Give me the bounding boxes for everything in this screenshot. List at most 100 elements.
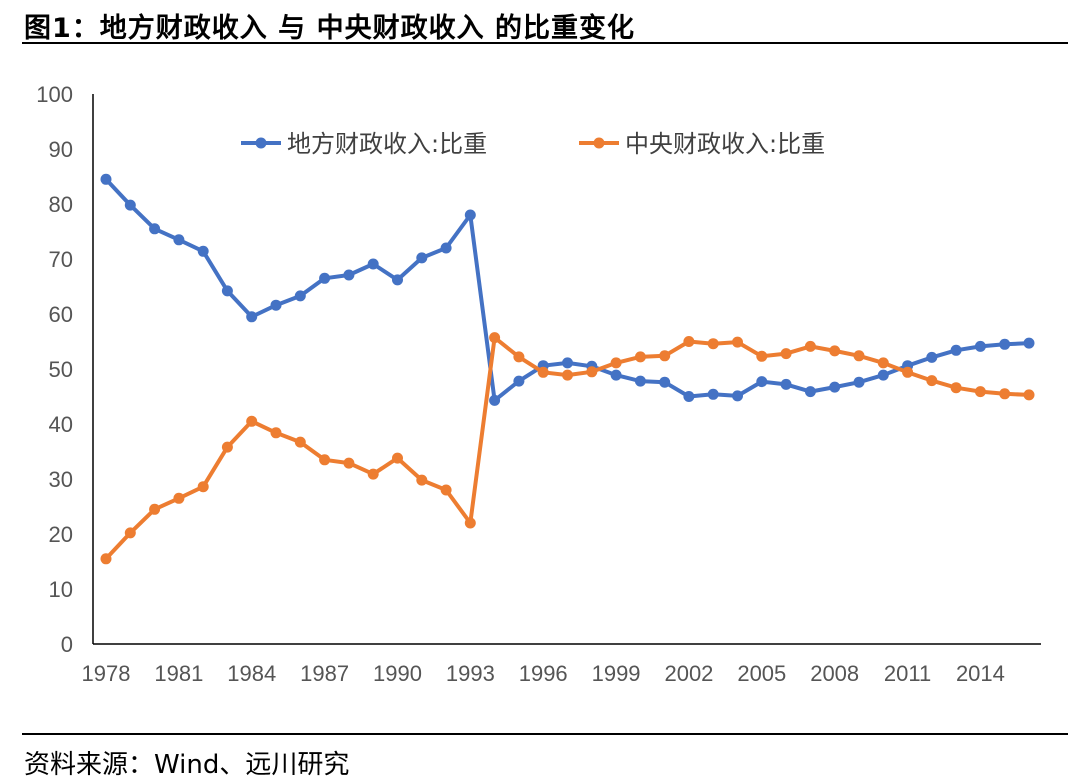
series-layer — [100, 173, 1035, 565]
series-1-point — [392, 452, 403, 464]
series-0-point — [343, 269, 355, 281]
series-0-point — [829, 381, 841, 393]
series-1-point — [877, 357, 889, 369]
legend-label-central: 中央财政收入:比重 — [625, 130, 825, 158]
footer-rule — [22, 733, 1068, 735]
x-tick-label: 1981 — [154, 661, 203, 686]
series-0-point — [974, 340, 986, 352]
series-0-point — [173, 234, 185, 246]
x-tick-label: 1978 — [82, 661, 131, 686]
series-0-point — [464, 209, 476, 221]
series-0-point — [319, 272, 331, 284]
series-1-point — [343, 457, 355, 469]
series-1-point — [149, 503, 161, 515]
series-0-point — [756, 376, 768, 388]
series-1-point — [100, 553, 112, 565]
series-0-point — [999, 338, 1011, 350]
y-tick-label: 80 — [49, 192, 73, 217]
series-0-point — [440, 242, 452, 254]
y-tick-label: 30 — [49, 467, 73, 492]
series-1-point — [902, 366, 914, 378]
series-0-point — [489, 394, 501, 406]
legend-item-local: 地方财政收入:比重 — [241, 130, 487, 158]
series-0-point — [270, 299, 282, 311]
x-tick-label: 1990 — [373, 661, 422, 686]
series-1-point — [926, 375, 938, 387]
series-0-point — [392, 274, 403, 286]
series-0-point — [926, 351, 938, 363]
x-tick-label: 2011 — [884, 661, 931, 686]
x-tick-label: 1984 — [227, 661, 276, 686]
series-1-point — [537, 366, 549, 378]
x-axis-ticks: 1978 1981 1984 1987 1990 1993 1996 1999 2002 2005… — [82, 661, 1005, 686]
y-tick-label: 50 — [49, 357, 73, 382]
series-0-point — [100, 173, 112, 185]
y-tick-label: 100 — [36, 82, 73, 107]
series-1-point — [659, 350, 671, 362]
series-1-point — [367, 468, 379, 480]
series-1-point — [853, 350, 865, 362]
series-1-point — [683, 336, 695, 347]
series-1-point — [513, 351, 525, 363]
series-1-point — [634, 351, 646, 363]
x-tick-label: 2014 — [956, 661, 1005, 686]
series-0-point — [707, 388, 719, 400]
series-1-point — [974, 386, 986, 398]
series-0-point — [804, 386, 816, 398]
series-0-point — [853, 376, 865, 388]
x-tick-label: 2002 — [664, 661, 713, 686]
y-tick-label: 20 — [49, 522, 73, 547]
series-0-point — [877, 369, 889, 381]
y-tick-label: 40 — [49, 412, 73, 437]
series-1-point — [173, 492, 185, 504]
series-0-point — [513, 375, 525, 387]
series-1-point — [464, 517, 476, 529]
series-1-point — [780, 348, 792, 360]
series-1-point — [319, 454, 331, 466]
title-underline — [22, 42, 1068, 44]
series-0-point — [610, 369, 622, 381]
series-1-point — [829, 345, 841, 357]
series-1-point — [586, 366, 598, 378]
x-tick-label: 1993 — [446, 661, 495, 686]
series-1-point — [756, 350, 768, 362]
series-1-point — [270, 427, 282, 439]
y-tick-label: 0 — [61, 632, 73, 657]
source-note: 资料来源：Wind、远川研究 — [24, 750, 350, 780]
series-1-point — [1023, 389, 1035, 401]
series-1-point — [804, 340, 816, 352]
series-1-point — [562, 369, 573, 381]
series-1-point — [999, 388, 1011, 400]
y-tick-label: 10 — [49, 577, 73, 602]
series-1-point — [440, 484, 452, 496]
series-0-point — [732, 390, 743, 402]
series-1-point — [197, 481, 209, 493]
figure-title: 图1：地方财政收入 与 中央财政收入 的比重变化 — [24, 13, 635, 44]
series-1-point — [221, 441, 233, 453]
series-1-point — [294, 436, 306, 448]
series-0-point — [149, 223, 161, 235]
legend-item-central: 中央财政收入:比重 — [579, 130, 825, 158]
series-0-point — [780, 378, 792, 390]
y-axis-ticks: 0 10 20 30 40 50 60 70 80 90 100 — [36, 82, 73, 657]
y-tick-label: 70 — [49, 247, 73, 272]
series-1-point — [610, 357, 622, 369]
y-tick-label: 60 — [49, 302, 73, 327]
series-0-point — [1023, 337, 1035, 349]
legend-marker-local — [255, 137, 267, 149]
x-tick-label: 1987 — [300, 661, 349, 686]
series-1-point — [416, 474, 428, 486]
series-1-point — [489, 332, 501, 344]
series-0-point — [221, 285, 233, 297]
x-tick-label: 2008 — [810, 661, 859, 686]
series-1-point — [707, 338, 719, 350]
series-0-point — [294, 290, 306, 302]
series-0-point — [683, 391, 695, 402]
series-1-point — [950, 382, 962, 394]
series-0-point — [659, 376, 671, 388]
series-1-point — [246, 415, 258, 427]
series-0-point — [416, 252, 428, 264]
series-0-point — [367, 258, 379, 270]
legend-marker-central — [593, 137, 605, 149]
